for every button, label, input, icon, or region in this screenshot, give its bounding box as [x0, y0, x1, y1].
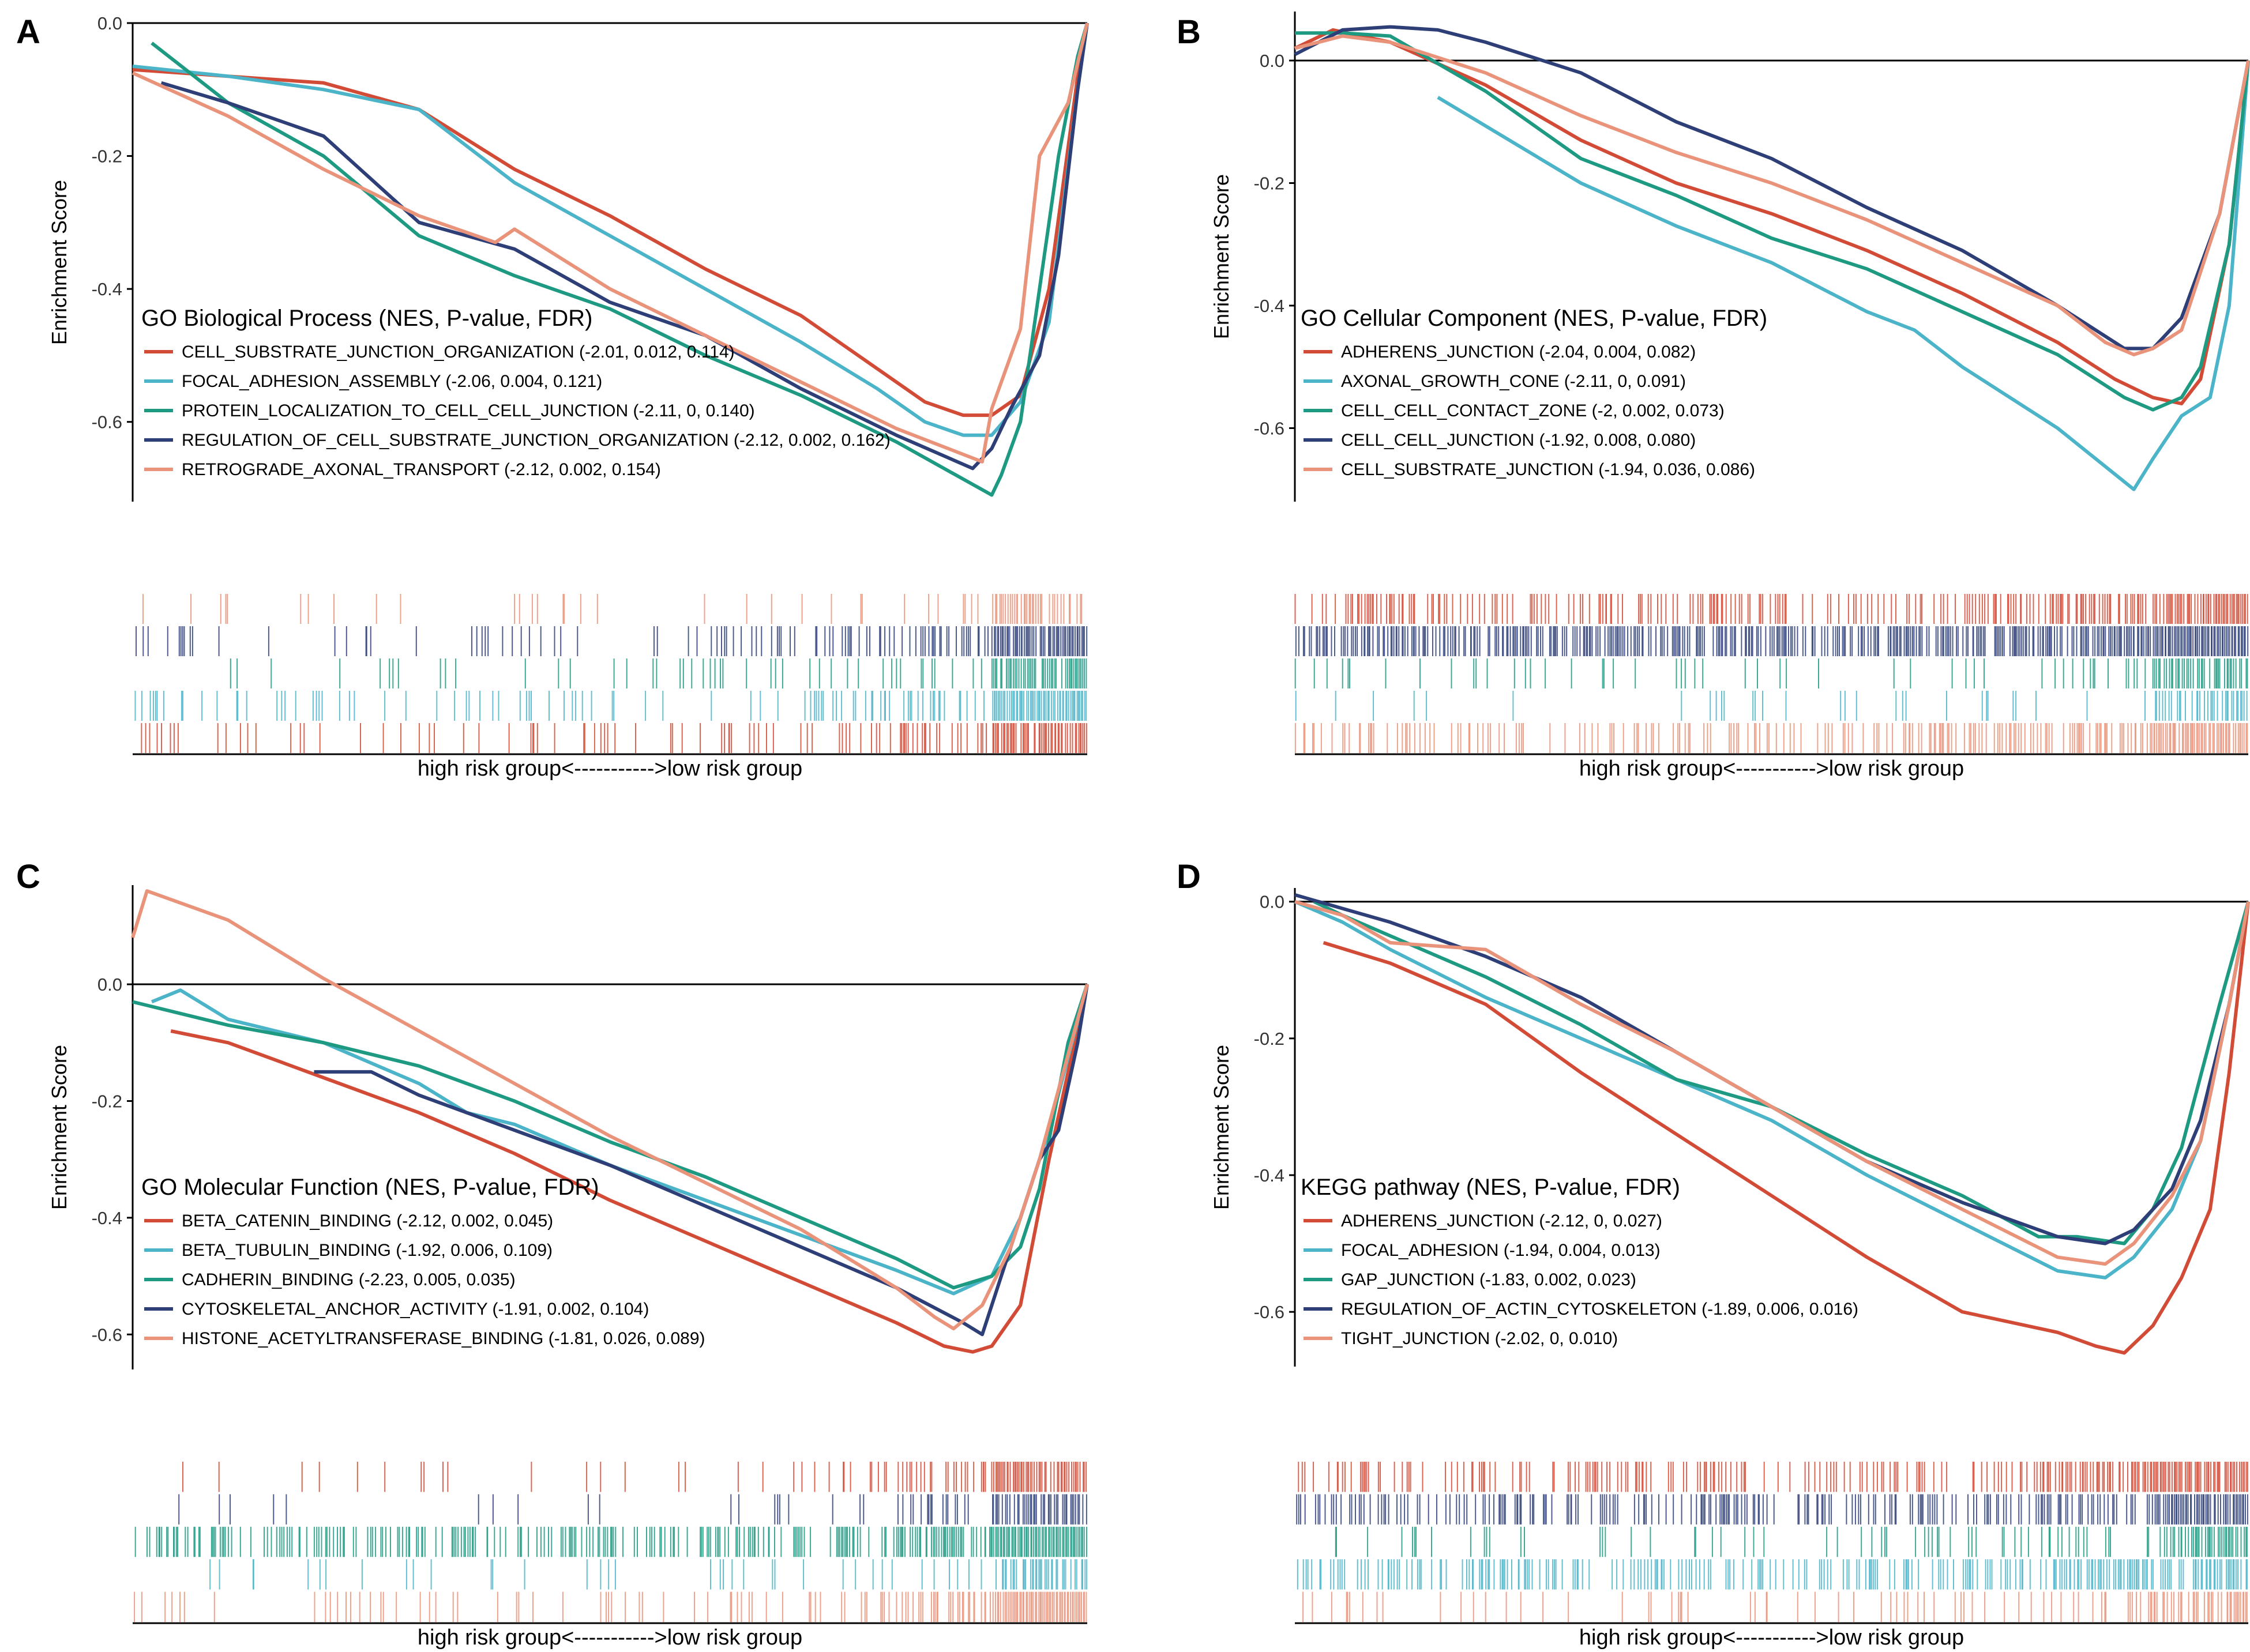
hit-row-navy	[178, 1494, 1087, 1525]
series-line-navy	[160, 22, 1089, 471]
hit-row-navy	[1296, 1494, 2248, 1525]
legend-entry: CELL_SUBSTRATE_JUNCTION (-1.94, 0.036, 0…	[1341, 460, 1755, 479]
panel-c: C 0.0 -0.2 -0.4 -0.6 Enrichment Score GO Molec…	[16, 858, 1089, 1650]
legend-title: GO Biological Process (NES, P-value, FDR…	[141, 306, 592, 331]
x-axis-label: high risk group<----------->low risk gro…	[1579, 757, 1964, 781]
y-tick-label: 0.0	[97, 13, 122, 33]
y-axis-label: Enrichment Score	[47, 180, 71, 345]
y-tick-label: -0.2	[1254, 174, 1284, 194]
hit-row-teal	[1335, 1526, 2248, 1557]
legend-title: KEGG pathway (NES, P-value, FDR)	[1301, 1175, 1680, 1200]
legend-entry: REGULATION_OF_CELL_SUBSTRATE_JUNCTION_OR…	[182, 431, 891, 450]
y-tick-label: -0.6	[1254, 419, 1284, 439]
y-tick-label: -0.6	[1254, 1302, 1284, 1322]
y-tick-label: -0.2	[1254, 1029, 1284, 1049]
hit-row-navy	[1295, 626, 2249, 656]
x-axis-label: high risk group<----------->low risk gro…	[418, 757, 802, 781]
series-line-teal	[151, 22, 1089, 497]
hit-row-cyan	[1297, 1559, 2248, 1590]
hit-row-salmon	[1294, 723, 2248, 753]
hit-row-navy	[136, 626, 1088, 656]
hit-row-red	[1294, 594, 2248, 624]
legend-entry: REGULATION_OF_ACTIN_CYTOSKELETON (-1.89,…	[1341, 1300, 1858, 1319]
y-tick-label: -0.6	[92, 1324, 122, 1345]
y-tick-label: -0.6	[92, 412, 122, 432]
series-line-navy	[314, 984, 1089, 1337]
series-line-cyan	[151, 984, 1089, 1296]
series-line-teal	[1295, 31, 2250, 412]
hit-row-red	[182, 1462, 1087, 1492]
hit-row-cyan	[209, 1559, 1088, 1590]
series-line-salmon	[1294, 34, 2250, 356]
hit-row-salmon	[134, 1591, 1087, 1622]
y-tick-label: -0.2	[92, 146, 122, 167]
y-axis-label: Enrichment Score	[47, 1045, 71, 1210]
hit-row-red	[1298, 1462, 2248, 1492]
series-line-navy	[1294, 893, 2250, 1245]
legend-entry: HISTONE_ACETYLTRANSFERASE_BINDING (-1.81…	[182, 1329, 705, 1348]
series-line-salmon	[132, 22, 1089, 464]
y-axis-label: Enrichment Score	[1209, 1045, 1233, 1210]
y-tick-label: 0.0	[1260, 892, 1284, 912]
x-axis-label: high risk group<----------->low risk gro…	[418, 1625, 802, 1650]
y-axis-label: Enrichment Score	[1209, 174, 1233, 339]
series-line-red	[132, 22, 1089, 417]
legend-entry: BETA_TUBULIN_BINDING (-1.92, 0.006, 0.10…	[182, 1241, 553, 1260]
legend-entry: CELL_CELL_JUNCTION (-1.92, 0.008, 0.080)	[1341, 431, 1696, 450]
legend-entry: CELL_SUBSTRATE_JUNCTION_ORGANIZATION (-2…	[182, 343, 735, 362]
y-tick-label: -0.4	[92, 1208, 122, 1228]
series-line-cyan	[1437, 60, 2250, 491]
series-line-red	[1323, 901, 2250, 1355]
legend-entry: PROTEIN_LOCALIZATION_TO_CELL_CELL_JUNCTI…	[182, 401, 755, 420]
y-tick-label: -0.4	[92, 279, 122, 299]
hit-row-teal	[134, 1526, 1087, 1557]
hit-row-teal	[230, 658, 1087, 688]
series-line-salmon	[131, 889, 1089, 1331]
panel-b: B 0.0 -0.2 -0.4 -0.6 Enrichment Score GO Cellu…	[1177, 12, 2250, 781]
legend-entry: BETA_CATENIN_BINDING (-2.12, 0.002, 0.04…	[182, 1211, 553, 1230]
y-tick-label: -0.2	[92, 1091, 122, 1111]
y-tick-label: 0.0	[97, 974, 122, 995]
hit-row-salmon	[142, 594, 1083, 624]
hit-row-cyan	[134, 691, 1087, 721]
series-line-teal	[1313, 900, 2250, 1245]
y-tick-label: -0.4	[1254, 1165, 1284, 1186]
hit-row-red	[141, 723, 1087, 753]
legend-entry: TIGHT_JUNCTION (-2.02, 0, 0.010)	[1341, 1329, 1618, 1348]
y-tick-label: -0.4	[1254, 296, 1284, 316]
series-line-cyan	[1294, 900, 2250, 1280]
panel-label: B	[1177, 13, 1201, 51]
hit-row-teal	[1294, 658, 2248, 688]
series-line-salmon	[1294, 900, 2250, 1266]
legend-title: GO Molecular Function (NES, P-value, FDR…	[141, 1175, 599, 1200]
series-line-teal	[132, 984, 1089, 1290]
legend-entry: CADHERIN_BINDING (-2.23, 0.005, 0.035)	[182, 1270, 516, 1289]
series-line-red	[170, 984, 1089, 1354]
series-line-navy	[1294, 25, 2250, 351]
x-axis-label: high risk group<----------->low risk gro…	[1579, 1625, 1964, 1650]
legend-entry: FOCAL_ADHESION_ASSEMBLY (-2.06, 0.004, 0…	[182, 372, 602, 391]
panel-label: C	[16, 858, 40, 895]
hit-row-cyan	[1295, 691, 2248, 721]
legend-entry: ADHERENS_JUNCTION (-2.12, 0, 0.027)	[1341, 1211, 1662, 1230]
legend-entry: ADHERENS_JUNCTION (-2.04, 0.004, 0.082)	[1341, 343, 1696, 362]
legend-entry: RETROGRADE_AXONAL_TRANSPORT (-2.12, 0.00…	[182, 460, 661, 479]
legend-entry: AXONAL_GROWTH_CONE (-2.11, 0, 0.091)	[1341, 372, 1686, 391]
panel-label: D	[1177, 858, 1201, 895]
y-tick-label: 0.0	[1260, 51, 1284, 71]
hit-row-salmon	[1302, 1591, 2248, 1622]
legend-entry: CYTOSKELETAL_ANCHOR_ACTIVITY (-1.91, 0.0…	[182, 1300, 649, 1319]
panel-d: D 0.0 -0.2 -0.4 -0.6 Enrichment Score KEGG pat…	[1177, 858, 2250, 1650]
panel-label: A	[16, 13, 40, 51]
panel-a: A 0.0 -0.2 -0.4 -0.6 Enrichment Score GO Biolo…	[16, 13, 1089, 781]
legend-title: GO Cellular Component (NES, P-value, FDR…	[1301, 306, 1767, 331]
legend-entry: CELL_CELL_CONTACT_ZONE (-2, 0.002, 0.073…	[1341, 401, 1725, 420]
legend-entry: FOCAL_ADHESION (-1.94, 0.004, 0.013)	[1341, 1241, 1661, 1260]
legend-entry: GAP_JUNCTION (-1.83, 0.002, 0.023)	[1341, 1270, 1636, 1289]
